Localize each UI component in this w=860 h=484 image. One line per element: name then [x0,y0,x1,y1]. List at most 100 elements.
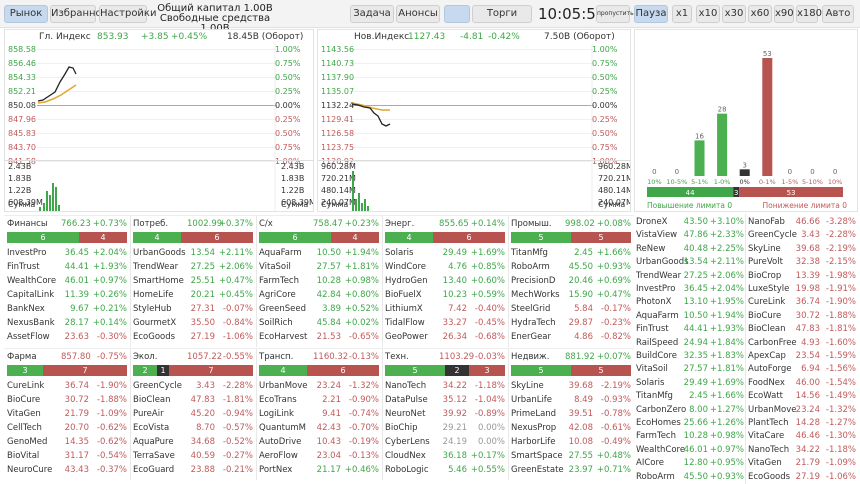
stock-row[interactable]: SkyLine 39.68 -2.19% [511,380,631,392]
gainer-row[interactable]: FarmTech 10.28 +0.98% [636,430,744,442]
speed-x180-button[interactable]: x180 [796,5,822,23]
speed-x10-button[interactable]: x10 [696,5,720,23]
gainer-row[interactable]: DroneX 43.50 +3.10% [636,216,744,228]
stock-row[interactable]: EcoVista 8.70 -0.57% [133,422,253,434]
stock-row[interactable]: NexusProp 42.08 -0.61% [511,422,631,434]
stock-row[interactable]: CapitalLink 11.39 +0.26% [7,289,127,301]
loser-row[interactable]: EcoWatt 14.56 -1.49% [748,390,856,402]
loser-row[interactable]: PlantTech 14.28 -1.27% [748,417,856,429]
gainer-row[interactable]: PhotonX 13.10 +1.95% [636,296,744,308]
announcements-button[interactable]: Анонсы [396,5,440,23]
tab-market[interactable]: Рынок [4,5,48,23]
stock-row[interactable]: SteelGrid 5.84 -0.17% [511,303,631,315]
gainer-row[interactable]: CarbonZero 8.00 +1.27% [636,404,744,416]
trading-button[interactable]: Торги [472,5,532,23]
stock-row[interactable]: EcoTrans 2.21 -0.90% [259,394,379,406]
stock-row[interactable]: LogiLink 9.41 -0.74% [259,408,379,420]
gainer-row[interactable]: FinTrust 44.41 +1.93% [636,323,744,335]
stock-row[interactable]: HydroGen 13.40 +0.60% [385,275,505,287]
stock-row[interactable]: AutoDrive 10.43 -0.19% [259,436,379,448]
loser-row[interactable]: CureLink 36.74 -1.90% [748,296,856,308]
gainer-row[interactable]: RailSpeed 24.94 +1.84% [636,337,744,349]
stock-row[interactable]: NexusBank 28.17 +0.14% [7,317,127,329]
stock-row[interactable]: BioChip 29.21 0.00% [385,422,505,434]
trading-indicator[interactable] [444,5,470,23]
stock-row[interactable]: RoboLogic 5.46 +0.55% [385,464,505,476]
loser-row[interactable]: SkyLine 39.68 -2.19% [748,243,856,255]
stock-row[interactable]: AssetFlow 23.63 -0.30% [7,331,127,343]
stock-row[interactable]: BioCure 30.72 -1.88% [7,394,127,406]
stock-row[interactable]: CloudNex 36.18 +0.17% [385,450,505,462]
gainer-row[interactable]: AquaFarm 10.50 +1.94% [636,310,744,322]
stock-row[interactable]: FinTrust 44.41 +1.93% [7,261,127,273]
sector-card[interactable]: Энерг. 855.65 +0.14% 4 6 Solaris 29.49 +1.69% Wi… [382,215,508,347]
stock-row[interactable]: UrbanLife 8.49 -0.93% [511,394,631,406]
stock-row[interactable]: EcoGuard 23.88 -0.21% [133,464,253,476]
stock-row[interactable]: BioClean 47.83 -1.81% [133,394,253,406]
gainer-row[interactable]: EcoHomes 25.66 +1.26% [636,417,744,429]
stock-row[interactable]: DataPulse 35.12 -1.04% [385,394,505,406]
sector-card[interactable]: Экол. 1057.22 -0.55% 2 1 7 GreenCycle 3.43 -2.28… [130,348,256,480]
stock-row[interactable]: TerraSave 40.59 -0.27% [133,450,253,462]
stock-row[interactable]: TrendWear 27.25 +2.06% [133,261,253,273]
sector-card[interactable]: Техн. 1103.29 -0.03% 5 2 3 NanoTech 34.22 -1.18%… [382,348,508,480]
stock-row[interactable]: UrbanGoods 13.54 +2.11% [133,247,253,259]
stock-row[interactable]: EnerGear 4.86 -0.82% [511,331,631,343]
loser-row[interactable]: PureVolt 32.38 -2.15% [748,256,856,268]
stock-row[interactable]: NeuroNet 39.92 -0.89% [385,408,505,420]
stock-row[interactable]: LithiumX 7.42 -0.40% [385,303,505,315]
gainer-row[interactable]: TrendWear 27.25 +2.06% [636,270,744,282]
loser-row[interactable]: FoodNex 46.00 -1.54% [748,377,856,389]
stock-row[interactable]: TidalFlow 33.27 -0.45% [385,317,505,329]
stock-row[interactable]: AeroFlow 23.04 -0.13% [259,450,379,462]
gainer-row[interactable]: InvestPro 36.45 +2.04% [636,283,744,295]
loser-row[interactable]: NanoFab 46.66 -3.28% [748,216,856,228]
loser-row[interactable]: VitaCare 46.46 -1.30% [748,430,856,442]
stock-row[interactable]: VitaGen 21.79 -1.09% [7,408,127,420]
pause-button[interactable]: Пауза [634,5,668,23]
speed-x60-button[interactable]: x60 [748,5,772,23]
sector-card[interactable]: Финансы 766.23 +0.73% 6 4 InvestPro 36.45 +2.04… [4,215,130,347]
gainer-row[interactable]: BuildCore 32.35 +1.83% [636,350,744,362]
stock-row[interactable]: GourmetX 35.50 -0.84% [133,317,253,329]
loser-row[interactable]: BioClean 47.83 -1.81% [748,323,856,335]
loser-row[interactable]: UrbanMove 23.24 -1.32% [748,404,856,416]
loser-row[interactable]: AutoForge 6.94 -1.56% [748,363,856,375]
sector-card[interactable]: Промыш. 998.02 +0.08% 5 5 TitanMfg 2.45 +1.66% R… [508,215,634,347]
stock-row[interactable]: UrbanMove 23.24 -1.32% [259,380,379,392]
speed-x90-button[interactable]: x90 [774,5,794,23]
sector-card[interactable]: Трансп. 1160.32 -0.13% 4 6 UrbanMove 23.24 -1.3… [256,348,382,480]
stock-row[interactable]: RoboArm 45.50 +0.93% [511,261,631,273]
sector-card[interactable]: Недвиж. 881.92 +0.07% 5 5 SkyLine 39.68 -2.19% U… [508,348,634,480]
stock-row[interactable]: TitanMfg 2.45 +1.66% [511,247,631,259]
stock-row[interactable]: VitaSoil 27.57 +1.81% [259,261,379,273]
sector-card[interactable]: Фарма 857.80 -0.75% 3 7 CureLink 36.74 -1.90% Bi… [4,348,130,480]
stock-row[interactable]: SoilRich 45.84 +0.02% [259,317,379,329]
loser-row[interactable]: CarbonFree 4.93 -1.60% [748,337,856,349]
stock-row[interactable]: WindCore 4.76 +0.85% [385,261,505,273]
loser-row[interactable]: ApexCap 23.54 -1.59% [748,350,856,362]
loser-row[interactable]: EcoGoods 27.19 -1.06% [748,471,856,483]
loser-row[interactable]: NanoTech 34.22 -1.18% [748,444,856,456]
stock-row[interactable]: PrecisionD 20.46 +0.69% [511,275,631,287]
stock-row[interactable]: BioFuelX 10.23 +0.59% [385,289,505,301]
sector-card[interactable]: С/х 758.47 +0.23% 6 4 AquaFarm 10.50 +1.94% Vita… [256,215,382,347]
gainer-row[interactable]: VistaView 47.86 +2.33% [636,229,744,241]
stock-row[interactable]: SmartSpace 27.55 +0.48% [511,450,631,462]
stock-row[interactable]: CellTech 20.70 -0.62% [7,422,127,434]
stock-row[interactable]: PortNex 21.17 +0.46% [259,464,379,476]
loser-row[interactable]: BioCure 30.72 -1.88% [748,310,856,322]
loser-row[interactable]: LuxeStyle 19.98 -1.91% [748,283,856,295]
stock-row[interactable]: GeoPower 26.34 -0.68% [385,331,505,343]
stock-row[interactable]: PureAir 45.20 -0.94% [133,408,253,420]
stock-row[interactable]: QuantumM 42.43 -0.70% [259,422,379,434]
stock-row[interactable]: GreenCycle 3.43 -2.28% [133,380,253,392]
stock-row[interactable]: GreenEstate 23.97 +0.71% [511,464,631,476]
stock-row[interactable]: GenoMed 14.35 -0.62% [7,436,127,448]
stock-row[interactable]: SmartHome 25.51 +0.47% [133,275,253,287]
gainer-row[interactable]: AICore 12.80 +0.95% [636,457,744,469]
stock-row[interactable]: HydraTech 29.87 -0.23% [511,317,631,329]
stock-row[interactable]: HomeLife 20.21 +0.45% [133,289,253,301]
skip-button[interactable]: пропустить [596,5,634,23]
gainer-row[interactable]: Solaris 29.49 +1.69% [636,377,744,389]
